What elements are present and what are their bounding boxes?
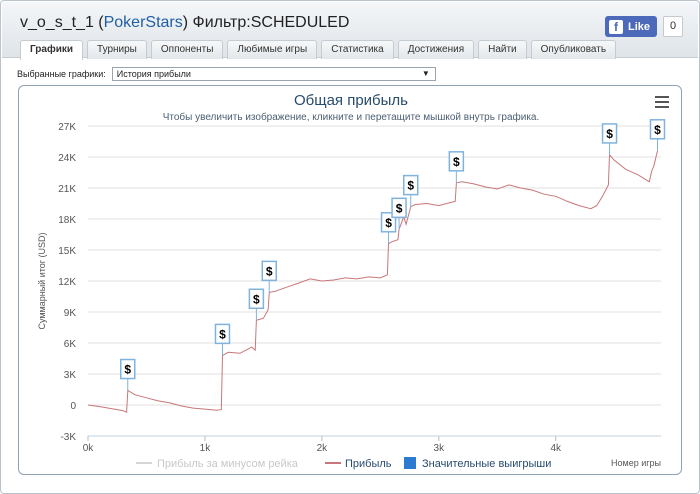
tab-3[interactable]: Любимые игры [227, 40, 318, 59]
y-tick-label: 27K [58, 122, 76, 133]
legend-net-label: Прибыль за минусом рейка [157, 458, 299, 470]
y-axis-title: Суммарный итог (USD) [37, 232, 47, 329]
chart-select-value: История прибыли [116, 69, 191, 79]
big-win-dollar-icon: $ [253, 292, 260, 306]
big-win-dollar-icon: $ [606, 127, 613, 141]
y-tick-label: 24K [58, 153, 76, 164]
y-tick-label: 15K [58, 246, 76, 257]
title-filter: ) Фильтр:SCHEDULED [182, 14, 350, 31]
big-win-dollar-icon: $ [219, 327, 226, 341]
chart-title: Общая прибыль [293, 92, 409, 109]
x-tick-label: 4k [550, 443, 562, 454]
chart-menu-icon[interactable] [655, 96, 669, 108]
big-win-dollar-icon: $ [407, 179, 414, 193]
x-tick-label: 3k [434, 443, 446, 454]
legend-wins-label: Значительные выигрыши [422, 458, 551, 470]
x-tick-label: 0k [83, 443, 95, 454]
facebook-like-widget: f Like 0 [605, 16, 684, 37]
big-win-flag [649, 119, 666, 140]
profit-chart[interactable]: -3K 0 3K 6K 9K 12K 15K 18K 21K 24K 27K 0k 1k 2k 3k 4k Су… [18, 85, 682, 475]
title-bar: v_o_s_t_1 (PokerStars) Фильтр:SCHEDULED … [2, 2, 698, 60]
tab-bar: Графики Турниры Оппоненты Любимые игры Стати… [20, 40, 620, 60]
dropdown-arrow-icon: ▼ [421, 69, 430, 78]
facebook-like-label: Like [628, 20, 651, 33]
chart-select-dropdown[interactable]: История прибыли ▼ [111, 67, 436, 81]
y-tick-label: 18K [58, 215, 76, 226]
y-tick-label: 9K [64, 308, 77, 319]
tab-5[interactable]: Достижения [397, 40, 475, 59]
big-win-dollar-icon: $ [453, 155, 460, 169]
big-win-flag [403, 174, 419, 196]
facebook-icon: f [609, 19, 623, 34]
x-tick-label: 1k [200, 443, 212, 454]
page-title: v_o_s_t_1 (PokerStars) Фильтр:SCHEDULED [20, 14, 349, 32]
chart-selector: Выбранные графики: История прибыли ▼ [17, 67, 436, 81]
tab-6[interactable]: Найти [478, 40, 527, 59]
chart-subtitle: Чтобы увеличить изображение, кликните и … [162, 112, 540, 123]
big-win-dollar-icon: $ [124, 363, 131, 377]
big-win-dollar-icon: $ [385, 216, 392, 230]
x-tick-label: 2k [317, 443, 329, 454]
x-axis-title: Номер игры [611, 458, 661, 468]
big-win-flag [448, 151, 465, 172]
title-player-name: v_o_s_t_1 ( [20, 14, 104, 31]
big-win-flag [391, 197, 407, 219]
chart-selector-label: Выбранные графики: [17, 69, 106, 79]
y-tick-label: 12K [58, 277, 76, 288]
y-tick-label: 6K [64, 339, 77, 350]
tab-2[interactable]: Оппоненты [150, 40, 224, 59]
chart-container: Общая прибыль Чтобы увеличить изображени… [18, 85, 682, 475]
big-win-flag [120, 358, 136, 380]
big-win-flag [214, 323, 231, 345]
big-win-flag [261, 260, 278, 282]
big-win-dollar-icon: $ [266, 264, 273, 278]
legend-profit-label: Прибыль [345, 458, 392, 470]
tab-1[interactable]: Турниры [87, 40, 147, 59]
facebook-like-button[interactable]: f Like [605, 16, 658, 37]
title-site-link[interactable]: PokerStars [103, 14, 183, 31]
y-tick-label: 0 [70, 401, 76, 412]
big-win-flag [248, 288, 265, 310]
tab-0[interactable]: Графики [20, 40, 84, 60]
y-tick-label: -3K [60, 432, 76, 443]
facebook-like-count: 0 [663, 16, 684, 37]
tab-7[interactable]: Опубликовать [530, 40, 617, 59]
legend-wins-swatch [404, 457, 416, 469]
big-win-dollar-icon: $ [396, 201, 403, 215]
tab-4[interactable]: Статистика [321, 40, 394, 59]
y-tick-label: 21K [58, 184, 76, 195]
big-win-dollar-icon: $ [654, 123, 661, 137]
big-win-flag [601, 123, 618, 144]
y-tick-label: 3K [64, 370, 77, 381]
